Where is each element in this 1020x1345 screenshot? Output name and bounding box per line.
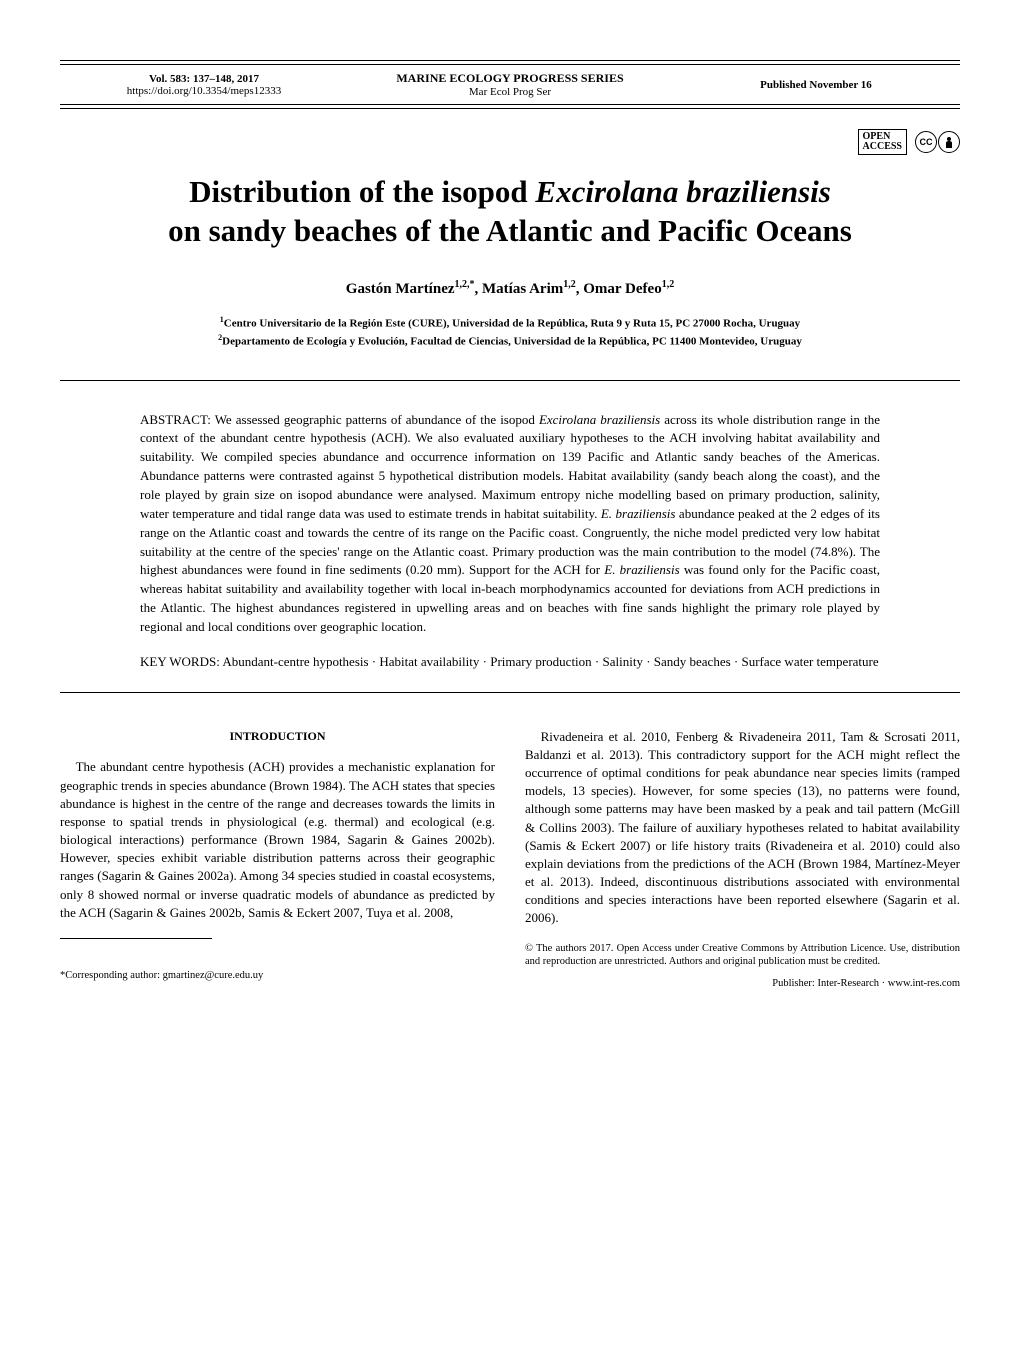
- corresponding-author: *Corresponding author: gmartinez@cure.ed…: [60, 969, 495, 984]
- title-species: Excirolana braziliensis: [535, 174, 830, 209]
- author-3-sup: 1,2: [662, 279, 675, 290]
- abstract-sp3: E. braziliensis: [604, 562, 679, 577]
- article-title: Distribution of the isopod Excirolana br…: [100, 173, 920, 251]
- cc-by-badge: CC: [915, 131, 960, 153]
- intro-paragraph-left: The abundant centre hypothesis (ACH) pro…: [60, 758, 495, 922]
- column-left: INTRODUCTION The abundant centre hypothe…: [60, 728, 495, 992]
- by-icon: [938, 131, 960, 153]
- abstract-sp2: E. braziliensis: [601, 506, 676, 521]
- affiliation-2: Departamento de Ecología y Evolución, Fa…: [222, 335, 802, 347]
- series-abbrev: Mar Ecol Prog Ser: [348, 86, 672, 98]
- abstract: ABSTRACT: We assessed geographic pattern…: [140, 411, 880, 637]
- body-columns: INTRODUCTION The abundant centre hypothe…: [60, 728, 960, 992]
- publish-date: Published November 16: [672, 79, 960, 91]
- series-name: MARINE ECOLOGY PROGRESS SERIES: [348, 71, 672, 86]
- author-1-sup: 1,2,*: [455, 279, 475, 290]
- doi-link[interactable]: https://doi.org/10.3354/meps12333: [60, 85, 348, 97]
- author-1: Gastón Martínez: [346, 281, 455, 297]
- badge-row: OPEN ACCESS CC: [60, 129, 960, 155]
- open-access-line2: ACCESS: [863, 141, 902, 152]
- author-list: Gastón Martínez1,2,*, Matías Arim1,2, Om…: [60, 279, 960, 298]
- introduction-heading: INTRODUCTION: [60, 728, 495, 745]
- top-heavy-rule: [60, 60, 960, 61]
- author-2: , Matías Arim: [475, 281, 564, 297]
- column-right: Rivadeneira et al. 2010, Fenberg & Rivad…: [525, 728, 960, 992]
- header-center-block: MARINE ECOLOGY PROGRESS SERIES Mar Ecol …: [348, 71, 672, 98]
- abstract-sp1: Excirolana braziliensis: [539, 412, 660, 427]
- publisher-info: Publisher: Inter-Research · www.int-res.…: [525, 977, 960, 992]
- abstract-t2: across its whole distribution range in t…: [140, 412, 880, 521]
- affiliation-block: 1Centro Universitario de la Región Este …: [80, 314, 940, 350]
- bottom-heavy-rule: [60, 108, 960, 109]
- author-3: , Omar Defeo: [576, 281, 662, 297]
- author-2-sup: 1,2: [563, 279, 576, 290]
- open-access-badge: OPEN ACCESS: [858, 129, 907, 155]
- cc-icon: CC: [915, 131, 937, 153]
- affiliation-1: Centro Universitario de la Región Este (…: [224, 317, 800, 329]
- abstract-t1: We assessed geographic patterns of abund…: [215, 412, 539, 427]
- keywords-label: KEY WORDS:: [140, 654, 222, 669]
- running-header: Vol. 583: 137–148, 2017 https://doi.org/…: [60, 64, 960, 105]
- volume-info: Vol. 583: 137–148, 2017: [60, 73, 348, 85]
- title-part1: Distribution of the isopod: [189, 174, 535, 209]
- abstract-label: ABSTRACT:: [140, 412, 215, 427]
- abstract-top-rule: [60, 380, 960, 381]
- intro-paragraph-right: Rivadeneira et al. 2010, Fenberg & Rivad…: [525, 728, 960, 928]
- footnote-rule: [60, 938, 212, 939]
- header-left-block: Vol. 583: 137–148, 2017 https://doi.org/…: [60, 73, 348, 97]
- copyright-notice: © The authors 2017. Open Access under Cr…: [525, 942, 960, 969]
- keywords-text: Abundant-centre hypothesis · Habitat ava…: [222, 654, 878, 669]
- title-part2: on sandy beaches of the Atlantic and Pac…: [168, 213, 852, 248]
- abstract-bottom-rule: [60, 692, 960, 693]
- keywords-block: KEY WORDS: Abundant-centre hypothesis · …: [140, 653, 880, 672]
